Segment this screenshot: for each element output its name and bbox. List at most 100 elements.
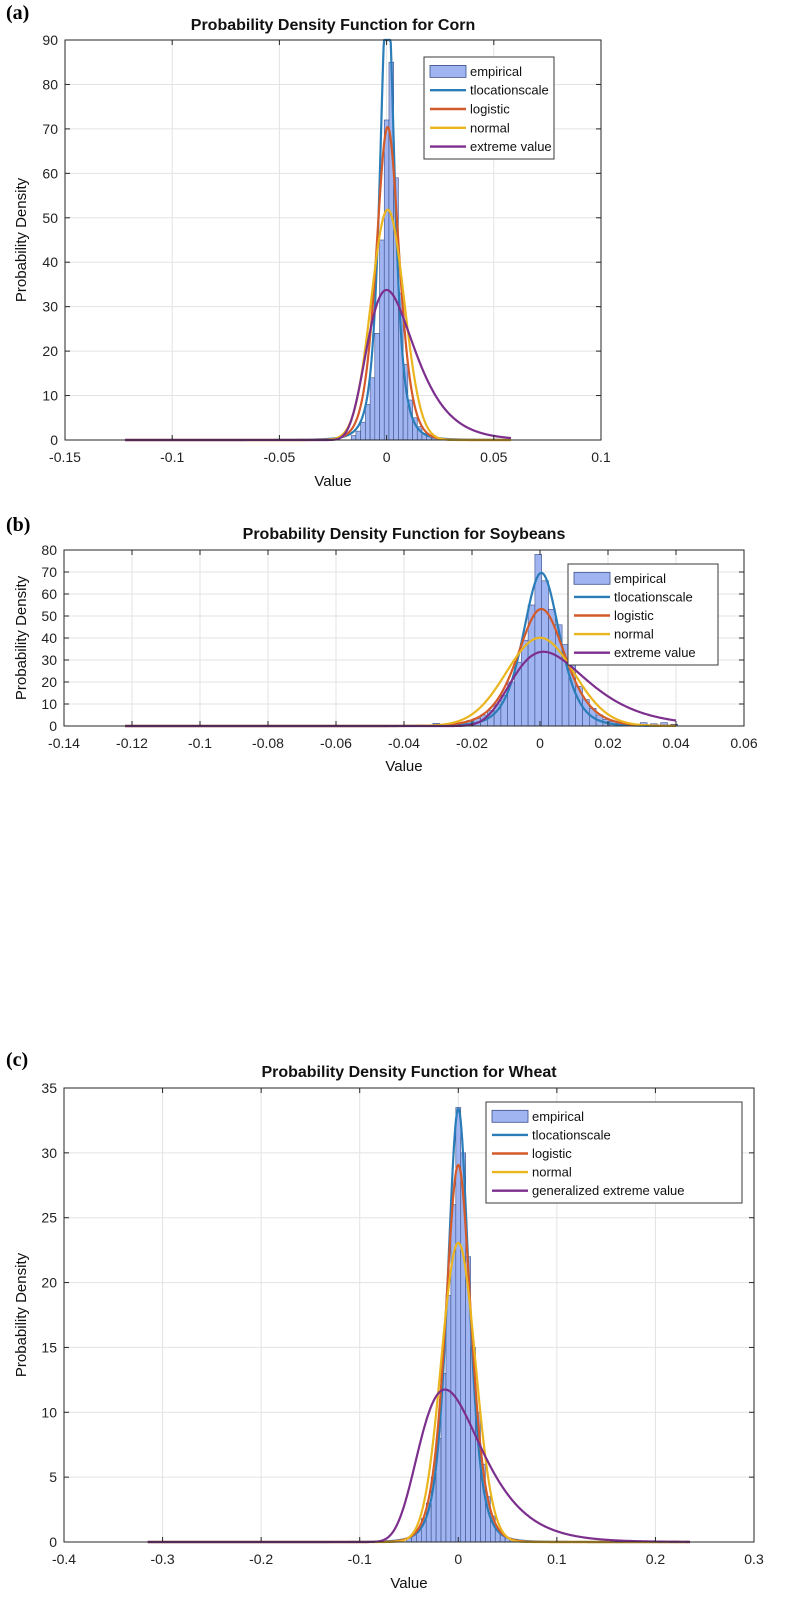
x-axis-label: Value	[390, 1575, 427, 1592]
chart-panel-c: (c) -0.4 -0.3 -0.2 -0.1 0 0.1 0.2 0.3 0 5 10 15 20 25…	[0, 1047, 789, 1606]
y-tick-label: 25	[41, 1210, 57, 1226]
x-tick-label: 0	[383, 449, 391, 465]
legend-swatch-empirical	[491, 1109, 529, 1123]
histogram-bar	[383, 119, 390, 441]
y-tick-label: 35	[41, 1080, 57, 1096]
x-tick-label: -0.02	[456, 735, 488, 751]
histogram-bar	[360, 421, 366, 441]
x-tick-label: 0	[536, 735, 544, 751]
chart-wheat: -0.4 -0.3 -0.2 -0.1 0 0.1 0.2 0.3 0 5 10 15 20 25 30 35…	[13, 1064, 764, 1592]
legend-label: empirical	[614, 571, 666, 586]
y-tick-label: 80	[42, 76, 58, 92]
y-tick-label: 20	[42, 343, 58, 359]
x-tick-label: 0.04	[662, 735, 689, 751]
legend-swatch-empirical	[429, 65, 467, 78]
legend-label: tlocationscale	[470, 83, 549, 98]
x-tick-label: -0.14	[48, 735, 80, 751]
y-tick-label: 70	[41, 564, 57, 580]
x-tick-label: 0	[454, 1551, 462, 1567]
x-tick-label: 0.1	[547, 1551, 567, 1567]
grid	[64, 39, 602, 441]
panel-label: (b)	[6, 514, 31, 536]
histogram-bar	[445, 1295, 452, 1543]
y-tick-label: 10	[41, 696, 57, 712]
y-tick-label: 40	[41, 630, 57, 646]
legend-swatch-empirical	[573, 571, 611, 585]
y-tick-label: 5	[49, 1469, 57, 1485]
chart-soybeans: -0.14 -0.12 -0.1 -0.08 -0.06 -0.04 -0.02 0 0.02 0…	[13, 526, 758, 775]
y-tick-label: 0	[49, 1534, 57, 1550]
y-tick-label: 60	[41, 586, 57, 602]
y-tick-label: 15	[41, 1339, 57, 1355]
x-tick-label: 0.06	[730, 735, 757, 751]
x-axis-label: Value	[385, 758, 422, 775]
panel-label: (c)	[6, 1049, 29, 1071]
histogram-bar	[541, 580, 549, 727]
legend: empirical tlocationscale logistic normal gen…	[485, 1101, 743, 1204]
axes-box	[63, 1087, 755, 1543]
x-tick-label: -0.12	[116, 735, 148, 751]
x-tick-label: -0.08	[252, 735, 284, 751]
y-tick-label: 50	[42, 210, 58, 226]
y-axis-label: Probability Density	[13, 575, 30, 700]
y-tick-label: 30	[41, 1145, 57, 1161]
histogram-bar	[355, 430, 361, 441]
histogram-bar	[350, 435, 357, 441]
x-tick-label: -0.4	[52, 1551, 76, 1567]
legend-label: extreme value	[470, 139, 552, 154]
histogram-bar	[520, 639, 529, 727]
legend: empirical tlocationscale logistic normal ext…	[567, 563, 719, 666]
y-tick-label: 0	[50, 432, 58, 448]
x-tick-label: 0.02	[594, 735, 621, 751]
y-axis-label: Probability Density	[13, 1252, 30, 1377]
x-tick-label: 0.3	[744, 1551, 764, 1567]
x-tick-label: 0.2	[646, 1551, 666, 1567]
histogram-bar	[365, 404, 371, 441]
legend-label: extreme value	[614, 645, 696, 660]
chart-panel-a: (a) -0.15 -0.1 -0.05 0 0.05 0.1 0 10 20 30 40 50 60 7…	[0, 0, 789, 512]
ticks: -0.15 -0.1 -0.05 0 0.05 0.1 0 10 20 30 40 50 60 70 80 9…	[42, 32, 611, 465]
y-tick-label: 10	[41, 1404, 57, 1420]
legend-label: logistic	[532, 1146, 572, 1161]
legend-label: normal	[614, 627, 654, 642]
y-tick-label: 90	[42, 32, 58, 48]
y-tick-label: 30	[42, 299, 58, 315]
y-tick-label: 40	[42, 254, 58, 270]
legend-label: empirical	[470, 64, 522, 79]
axes-box	[64, 39, 602, 441]
y-tick-label: 80	[41, 542, 57, 558]
chart-panel-b: (b) -0.14 -0.12 -0.1 -0.08 -0.06 -0.04 -0.02 0 0…	[0, 512, 789, 1047]
x-tick-label: -0.1	[348, 1551, 372, 1567]
legend-label: logistic	[470, 102, 510, 117]
y-tick-label: 20	[41, 674, 57, 690]
x-tick-label: -0.1	[160, 449, 184, 465]
histogram-bar	[374, 333, 380, 441]
y-tick-label: 50	[41, 608, 57, 624]
y-tick-label: 0	[49, 718, 57, 734]
x-tick-label: -0.15	[49, 449, 81, 465]
legend-label: empirical	[532, 1109, 584, 1124]
legend-label: tlocationscale	[614, 589, 693, 604]
x-axis-label: Value	[314, 473, 351, 490]
y-tick-label: 10	[42, 388, 58, 404]
y-tick-label: 20	[41, 1275, 57, 1291]
y-tick-label: 70	[42, 121, 58, 137]
chart-title: Probability Density Function for Wheat	[261, 1064, 557, 1081]
chart-title: Probability Density Function for Soybean…	[243, 526, 566, 543]
legend-label: tlocationscale	[532, 1127, 611, 1142]
legend-label: normal	[532, 1165, 572, 1180]
x-tick-label: -0.04	[388, 735, 420, 751]
legend-label: logistic	[614, 608, 654, 623]
histogram-bar	[369, 377, 376, 441]
x-tick-label: 0.1	[591, 449, 611, 465]
ticks: -0.4 -0.3 -0.2 -0.1 0 0.1 0.2 0.3 0 5 10 15 20 25 30 35	[41, 1080, 764, 1567]
legend-box	[485, 1101, 743, 1204]
x-tick-label: -0.06	[320, 735, 352, 751]
x-tick-label: 0.05	[480, 449, 507, 465]
x-tick-label: -0.1	[188, 735, 212, 751]
x-tick-label: -0.2	[249, 1551, 273, 1567]
y-axis-label: Probability Density	[13, 177, 30, 302]
panel-label: (a)	[6, 2, 30, 24]
x-tick-label: -0.3	[151, 1551, 175, 1567]
chart-title: Probability Density Function for Corn	[191, 17, 475, 34]
